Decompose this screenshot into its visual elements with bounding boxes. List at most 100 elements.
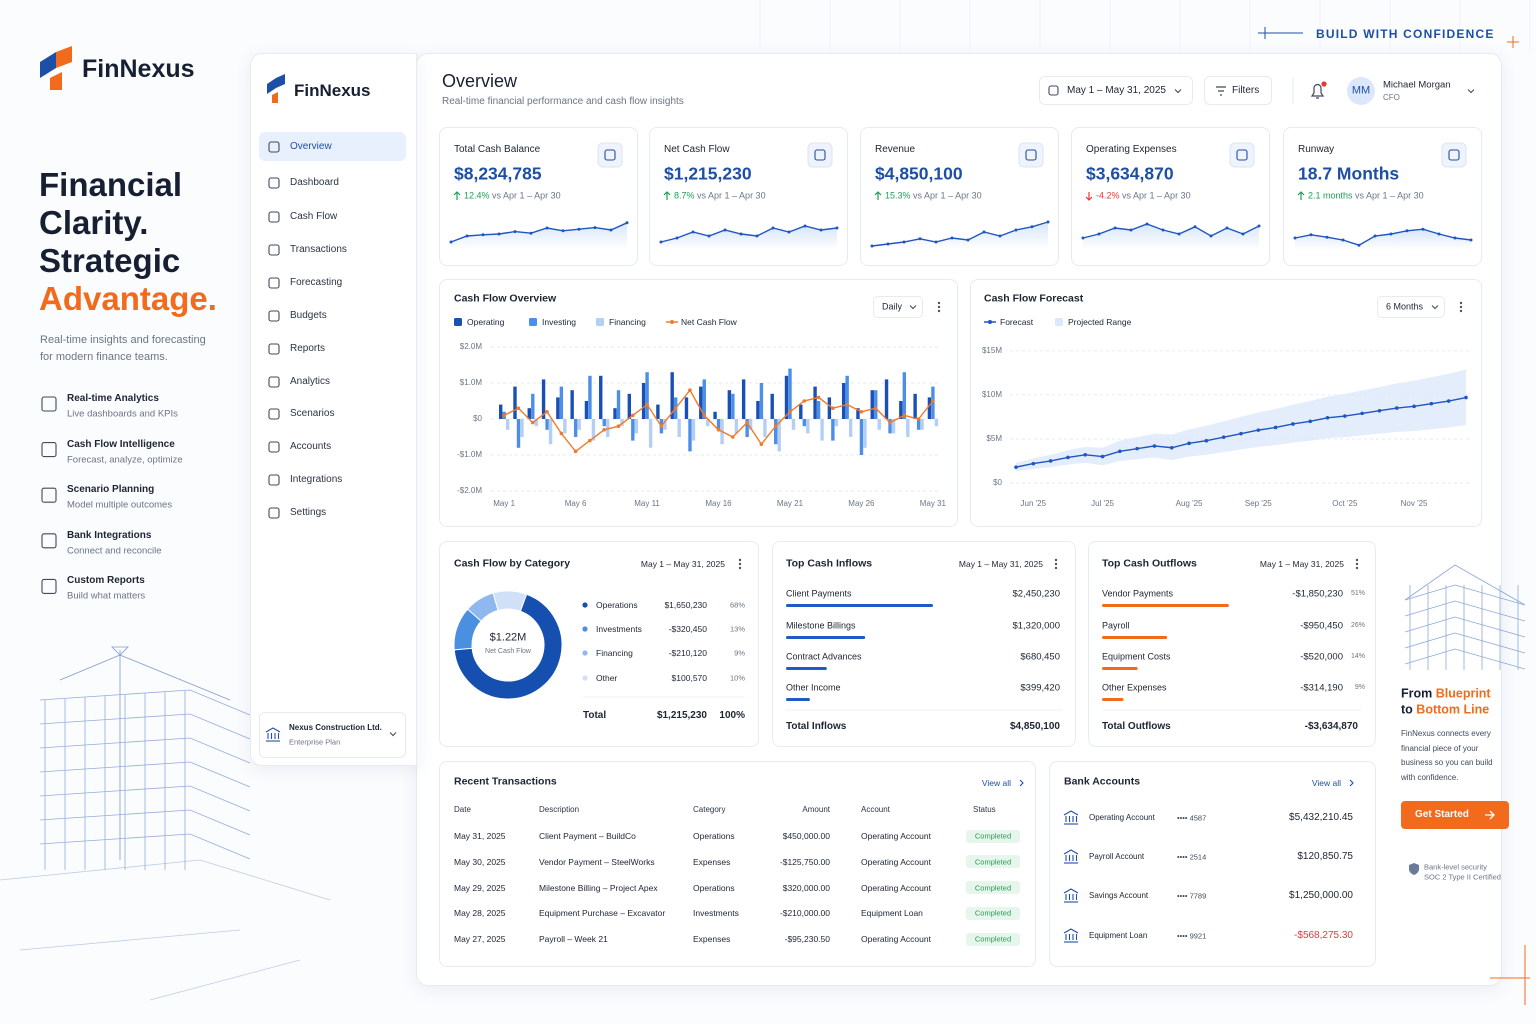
hero-accent: Advantage. <box>39 280 217 318</box>
column-header: Status <box>973 805 996 815</box>
feature-title: Custom Reports <box>67 575 145 587</box>
nav-item[interactable]: Analytics <box>290 376 331 387</box>
nav-item[interactable]: Settings <box>290 507 327 518</box>
view-all[interactable]: View all <box>981 777 1011 788</box>
y-tick-label: -$2.0M <box>457 486 482 496</box>
account-name: Operating Account <box>1089 813 1155 823</box>
nav-item[interactable]: Budgets <box>290 310 327 321</box>
account-name: Savings Account <box>1089 891 1149 901</box>
feature-title: Real-time Analytics <box>67 393 159 404</box>
company-switcher[interactable] <box>259 712 406 758</box>
x-tick-label: Nov '25 <box>1400 499 1428 509</box>
floor <box>39 833 251 860</box>
change-compare: vs Apr 1 – Apr 30 <box>913 190 982 201</box>
status: Completed <box>974 908 1012 918</box>
category-share: 68% <box>729 600 745 610</box>
cell: $450,000.00 <box>782 830 830 841</box>
granularity-label[interactable]: Daily <box>882 301 903 312</box>
x-tick-label: Oct '25 <box>1332 499 1358 509</box>
cell: May 28, 2025 <box>454 908 506 919</box>
kpi-label: Net Cash Flow <box>664 144 730 155</box>
cell: Payroll – Week 21 <box>539 934 608 945</box>
granularity-select[interactable] <box>873 296 923 318</box>
x-tick-label: Aug '25 <box>1175 499 1203 509</box>
kpi-change: 12.4% vs Apr 1 – Apr 30 <box>464 191 561 202</box>
cell: Equipment Loan <box>861 908 923 919</box>
change-compare: vs Apr 1 – Apr 30 <box>1122 190 1191 201</box>
legend-label: Net Cash Flow <box>681 316 737 327</box>
button-label[interactable]: Get Started <box>1415 809 1469 820</box>
promo-text: FinNexus connects every financial piece … <box>1401 729 1493 782</box>
nav-item[interactable]: Transactions <box>290 244 347 255</box>
horizon-label[interactable]: 6 Months <box>1386 301 1424 312</box>
kpi-change: 8.7% vs Apr 1 – Apr 30 <box>674 191 766 202</box>
nav-item[interactable]: Integrations <box>290 474 343 485</box>
cell: Operations <box>693 830 735 841</box>
account-name: Equipment Loan <box>1089 931 1148 941</box>
total-label: Total Inflows <box>786 721 847 732</box>
kpi-label: Revenue <box>875 144 916 155</box>
nav-item[interactable]: Scenarios <box>290 408 335 419</box>
icon <box>41 442 57 458</box>
x-tick-label: Jun '25 <box>1020 499 1047 509</box>
card-title: Top Cash Inflows <box>786 557 873 570</box>
flow-name: Payroll <box>1102 620 1130 631</box>
nav-item[interactable]: Overview <box>290 141 332 152</box>
flow-name: Milestone Billings <box>786 620 856 631</box>
kpi-value: $4,850,100 <box>875 163 963 184</box>
nav-item[interactable]: Reports <box>290 343 326 354</box>
nav-item[interactable]: Cash Flow <box>290 211 338 222</box>
view-all[interactable]: View all <box>1311 777 1341 788</box>
change-compare: vs Apr 1 – Apr 30 <box>1355 190 1424 201</box>
y-tick-label: $10M <box>981 390 1002 400</box>
y-tick-label: -$1.0M <box>457 450 482 460</box>
nav-item[interactable]: Dashboard <box>290 177 339 188</box>
kpi-change: 15.3% vs Apr 1 – Apr 30 <box>885 191 982 202</box>
column-header: Amount <box>802 805 830 815</box>
floor <box>39 761 251 788</box>
donut-center-label: Net Cash Flow <box>485 647 531 655</box>
user-name: Michael Morgan <box>1383 79 1451 91</box>
promo-heading: to Bottom Line <box>1401 703 1489 718</box>
cell: May 27, 2025 <box>454 934 506 945</box>
filters-label[interactable]: Filters <box>1232 85 1260 96</box>
flow-amount: -$314,190 <box>1300 682 1343 694</box>
company-plan: Enterprise Plan <box>289 737 341 747</box>
kpi-label: Runway <box>1298 144 1335 155</box>
y-tick-label: $5M <box>986 434 1002 444</box>
date-picker[interactable] <box>1039 76 1193 105</box>
total-label: Total Outflows <box>1102 721 1171 732</box>
legend-label: Financing <box>609 316 646 327</box>
column-header: Account <box>861 805 890 815</box>
account-mask: •••• 7789 <box>1177 891 1207 901</box>
flow-name: Vendor Payments <box>1102 588 1174 599</box>
category-share: 9% <box>734 648 745 658</box>
filters-button[interactable] <box>1204 76 1272 105</box>
promo-word: From <box>1401 686 1433 701</box>
x-tick-label: May 26 <box>848 499 875 509</box>
y-tick-label: $0 <box>473 414 482 424</box>
ground <box>0 859 331 1001</box>
category-amount: -$210,120 <box>668 647 707 658</box>
security-line: Bank-level security <box>1424 862 1487 872</box>
icon <box>41 487 57 503</box>
hero-subtitle: Real-time insights and forecasting for m… <box>40 334 206 363</box>
nav-item[interactable]: Forecasting <box>290 277 343 288</box>
legend-label: Investing <box>542 316 577 327</box>
flow-amount: $399,420 <box>1020 682 1060 694</box>
y-tick-label: $15M <box>981 346 1002 356</box>
nav-item[interactable]: Accounts <box>290 441 332 452</box>
x-tick-label: May 31 <box>919 499 946 509</box>
flow-name: Contract Advances <box>786 651 862 662</box>
flow-share: 14% <box>1350 652 1365 660</box>
hero-line: Clarity. <box>39 204 149 242</box>
flow-amount: -$950,450 <box>1300 620 1343 632</box>
change-compare: vs Apr 1 – Apr 30 <box>492 190 561 201</box>
flow-amount: $2,450,230 <box>1012 588 1060 600</box>
horizon-select[interactable] <box>1377 296 1445 318</box>
flow-share: 9% <box>1354 683 1365 691</box>
flow-share: 26% <box>1350 621 1365 629</box>
x-tick-label: Sep '25 <box>1244 499 1272 509</box>
cell: -$95,230.50 <box>784 934 830 945</box>
nav-active[interactable] <box>259 132 406 161</box>
